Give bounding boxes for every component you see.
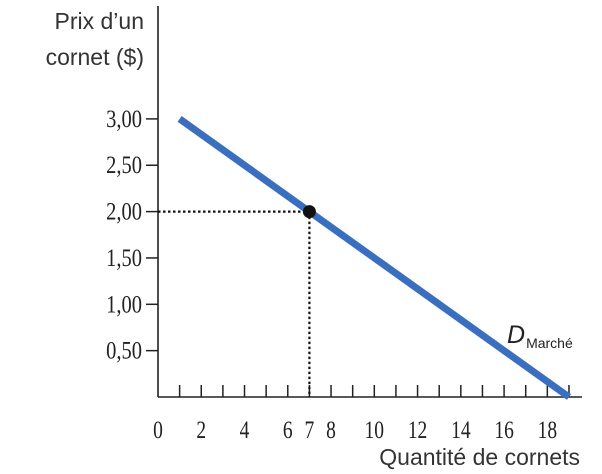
x-tick-label: 0 — [153, 416, 163, 444]
y-tick-label: 2,00 — [106, 198, 142, 225]
x-tick-label: 6 — [283, 416, 293, 444]
x-tick-label: 7 — [305, 416, 315, 444]
y-tick-label: 0,50 — [106, 337, 142, 364]
x-tick-label: 12 — [408, 416, 427, 444]
y-tick-label: 3,00 — [106, 105, 142, 132]
x-tick-label: 14 — [451, 416, 470, 444]
x-tick-label: 4 — [240, 416, 250, 444]
x-tick-label: 18 — [538, 416, 557, 444]
y-tick-label: 1,50 — [106, 244, 142, 271]
x-axis-title: Quantité de cornets — [379, 444, 580, 470]
y-axis-title-line-1: Prix d’un — [54, 8, 144, 34]
demand-curve — [177, 116, 572, 400]
x-tick-label: 2 — [196, 416, 206, 444]
demand-curve-label: DMarché — [507, 321, 573, 351]
equilibrium-point — [302, 205, 316, 219]
y-tick-label: 1,00 — [106, 290, 142, 317]
x-tick-label: 10 — [365, 416, 384, 444]
y-axis-title-line-2: cornet ($) — [45, 44, 144, 70]
y-tick-label: 2,50 — [106, 151, 142, 178]
x-tick-label: 8 — [326, 416, 336, 444]
x-tick-label: 16 — [494, 416, 513, 444]
